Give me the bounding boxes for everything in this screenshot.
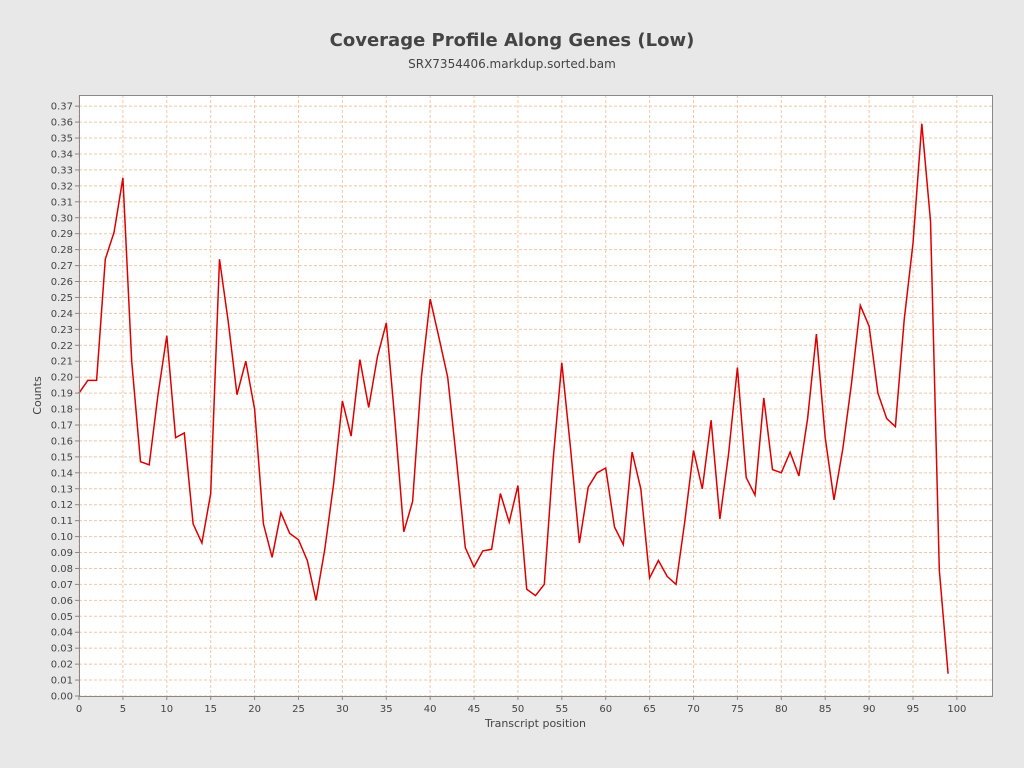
y-tick-label: 0.11 xyxy=(51,516,73,527)
y-tick-label: 0.05 xyxy=(51,612,73,623)
y-tick-label: 0.32 xyxy=(51,181,73,192)
y-axis: 0.00 0.01 0.02 0.03 0.04 0.05 0.06 0.07 0.08 0.09… xyxy=(51,102,79,703)
y-tick-label: 0.07 xyxy=(51,580,73,591)
x-tick-label: 50 xyxy=(512,704,525,715)
plot-area xyxy=(79,95,992,696)
y-tick-label: 0.06 xyxy=(51,596,73,607)
x-tick-label: 55 xyxy=(555,704,568,715)
x-tick-label: 75 xyxy=(731,704,744,715)
y-tick-label: 0.20 xyxy=(51,373,73,384)
y-tick-label: 0.09 xyxy=(51,548,73,559)
x-tick-label: 95 xyxy=(907,704,920,715)
y-tick-label: 0.34 xyxy=(51,149,73,160)
y-tick-label: 0.03 xyxy=(51,644,73,655)
x-tick-label: 60 xyxy=(599,704,612,715)
y-tick-label: 0.24 xyxy=(51,309,73,320)
y-axis-label: Counts xyxy=(31,376,44,415)
y-tick-label: 0.01 xyxy=(51,676,73,687)
x-tick-label: 5 xyxy=(120,704,126,715)
y-tick-label: 0.19 xyxy=(51,389,73,400)
y-tick-label: 0.35 xyxy=(51,134,73,145)
x-tick-label: 35 xyxy=(380,704,393,715)
chart-subtitle: SRX7354406.markdup.sorted.bam xyxy=(408,57,616,71)
x-axis: 0 5 10 15 20 25 30 35 40 45 50 55 60 65 70 75 80 85 90 95 10… xyxy=(76,696,966,715)
x-tick-label: 100 xyxy=(947,704,966,715)
x-tick-label: 70 xyxy=(687,704,700,715)
x-tick-label: 45 xyxy=(468,704,481,715)
x-tick-label: 65 xyxy=(643,704,656,715)
y-tick-label: 0.04 xyxy=(51,628,73,639)
x-tick-label: 25 xyxy=(292,704,305,715)
y-tick-label: 0.12 xyxy=(51,500,73,511)
y-tick-label: 0.23 xyxy=(51,325,73,336)
x-tick-label: 20 xyxy=(248,704,261,715)
x-tick-label: 15 xyxy=(204,704,217,715)
y-tick-label: 0.18 xyxy=(51,405,73,416)
x-tick-label: 10 xyxy=(160,704,173,715)
y-tick-label: 0.00 xyxy=(51,692,73,703)
plot-border xyxy=(79,95,993,697)
y-tick-label: 0.29 xyxy=(51,229,73,240)
y-tick-label: 0.16 xyxy=(51,436,73,447)
y-tick-label: 0.10 xyxy=(51,532,73,543)
coverage-line xyxy=(78,123,949,674)
x-tick-label: 40 xyxy=(424,704,437,715)
y-tick-label: 0.27 xyxy=(51,261,73,272)
x-tick-label: 0 xyxy=(76,704,82,715)
x-tick-label: 90 xyxy=(863,704,876,715)
x-tick-label: 80 xyxy=(775,704,788,715)
y-tick-label: 0.31 xyxy=(51,197,73,208)
y-tick-label: 0.30 xyxy=(51,213,73,224)
y-tick-label: 0.25 xyxy=(51,293,73,304)
y-tick-label: 0.21 xyxy=(51,357,73,368)
y-tick-label: 0.22 xyxy=(51,341,73,352)
y-tick-label: 0.28 xyxy=(51,245,73,256)
y-tick-label: 0.17 xyxy=(51,420,73,431)
y-tick-label: 0.14 xyxy=(51,468,73,479)
x-tick-label: 85 xyxy=(819,704,832,715)
y-tick-label: 0.26 xyxy=(51,277,73,288)
y-tick-label: 0.15 xyxy=(51,452,73,463)
y-tick-label: 0.36 xyxy=(51,118,73,129)
y-tick-label: 0.08 xyxy=(51,564,73,575)
x-axis-label: Transcript position xyxy=(484,717,586,730)
chart-title: Coverage Profile Along Genes (Low) xyxy=(329,30,695,51)
y-tick-label: 0.33 xyxy=(51,165,73,176)
y-tick-label: 0.02 xyxy=(51,660,73,671)
y-tick-label: 0.37 xyxy=(51,102,73,113)
x-tick-label: 30 xyxy=(336,704,349,715)
y-tick-label: 0.13 xyxy=(51,484,73,495)
